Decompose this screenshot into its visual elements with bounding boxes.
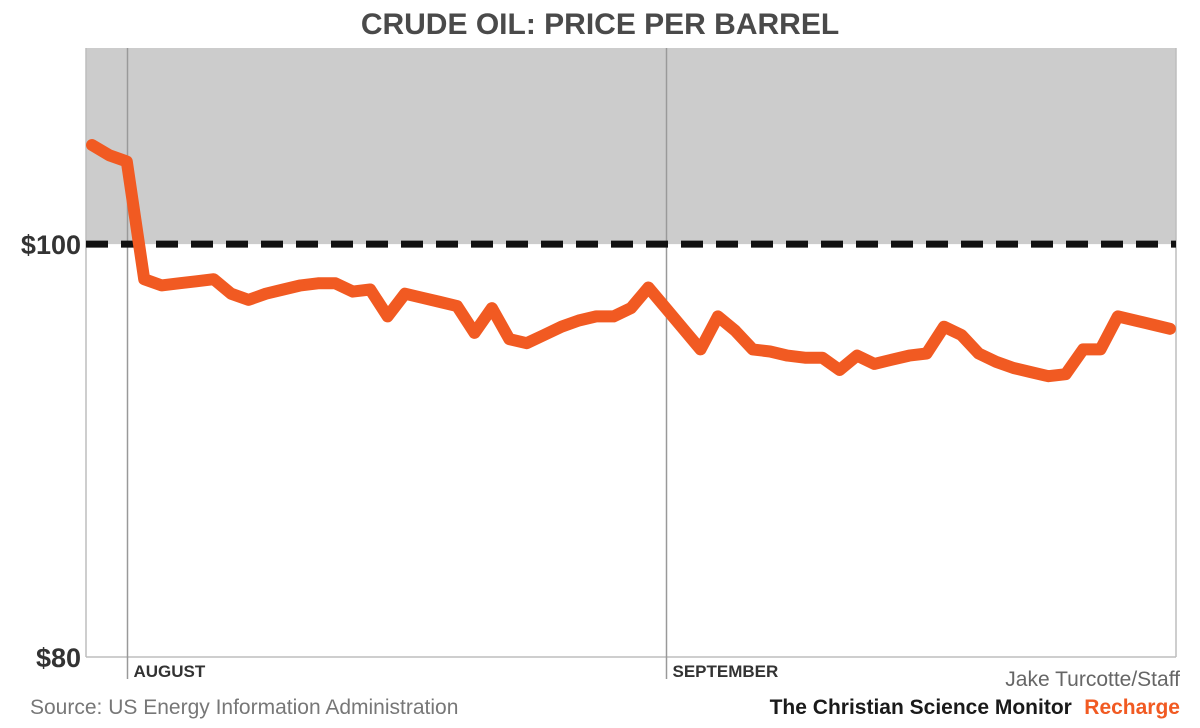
data-point <box>522 339 531 348</box>
data-point <box>261 289 270 298</box>
data-point <box>766 347 775 356</box>
data-point <box>557 322 566 331</box>
data-point <box>1131 316 1140 325</box>
data-point <box>1061 370 1070 379</box>
data-point <box>157 281 166 290</box>
data-point <box>279 285 288 294</box>
data-point <box>835 366 844 374</box>
data-point <box>383 312 392 321</box>
data-point <box>105 151 114 160</box>
data-point <box>679 324 688 333</box>
data-point <box>887 355 896 364</box>
data-point <box>453 302 462 311</box>
data-point <box>592 312 601 321</box>
data-point <box>435 297 444 306</box>
x-tick-label: AUGUST <box>134 662 206 681</box>
series-layer <box>86 139 1176 383</box>
data-point <box>922 349 931 358</box>
data-point <box>713 312 722 321</box>
data-point <box>88 141 96 149</box>
data-point <box>731 326 740 335</box>
data-point <box>1026 368 1035 377</box>
data-point <box>957 331 966 339</box>
data-point <box>783 351 792 360</box>
data-point <box>209 275 218 284</box>
data-point <box>1009 364 1018 372</box>
data-point <box>487 304 496 313</box>
data-point <box>540 331 549 339</box>
data-point <box>470 328 479 337</box>
data-point <box>366 285 375 294</box>
data-point <box>122 157 131 166</box>
data-point <box>174 279 183 288</box>
data-point <box>800 353 809 362</box>
y-tick-label: $100 <box>21 230 81 260</box>
credit-label: Jake Turcotte/Staff <box>1005 668 1180 691</box>
data-point <box>1079 345 1088 354</box>
data-point <box>505 335 514 344</box>
data-point <box>627 304 635 313</box>
data-point <box>696 345 705 354</box>
data-point <box>227 289 236 298</box>
data-point <box>609 312 618 321</box>
data-point <box>870 359 879 368</box>
source-label: Source: US Energy Information Administra… <box>30 696 458 719</box>
plot-background <box>86 48 1176 657</box>
data-point <box>574 316 583 325</box>
data-point <box>244 295 253 304</box>
data-point <box>1148 320 1157 329</box>
data-point <box>314 279 322 288</box>
data-point <box>1113 312 1122 321</box>
data-point <box>1044 372 1053 381</box>
chart-title: CRUDE OIL: PRICE PER BARREL <box>361 8 839 41</box>
data-point <box>1096 345 1105 354</box>
publisher-credit: The Christian Science Monitor Recharge <box>770 696 1180 719</box>
publisher-name: The Christian Science Monitor <box>770 696 1072 719</box>
chart-labels: CRUDE OIL: PRICE PER BARREL Jake Turcott… <box>21 8 1180 719</box>
data-point <box>818 353 827 362</box>
data-point <box>661 304 670 313</box>
publisher-section: Recharge <box>1084 696 1180 719</box>
data-point <box>140 275 149 284</box>
x-tick-label: SEPTEMBER <box>673 662 779 681</box>
gridlines <box>85 48 1177 679</box>
data-point <box>853 351 861 360</box>
data-point <box>748 345 757 354</box>
data-point <box>974 349 983 358</box>
data-point <box>418 293 427 302</box>
data-point <box>401 289 409 298</box>
data-point <box>296 281 305 290</box>
data-point <box>905 351 914 360</box>
shaded-region-above-100 <box>86 48 1176 245</box>
data-point <box>644 283 653 292</box>
data-point <box>992 357 1001 366</box>
data-point <box>192 277 201 286</box>
data-point <box>940 322 948 331</box>
data-point <box>348 287 357 296</box>
data-point <box>331 279 340 288</box>
data-point <box>1166 324 1174 333</box>
y-tick-label: $80 <box>36 643 81 673</box>
